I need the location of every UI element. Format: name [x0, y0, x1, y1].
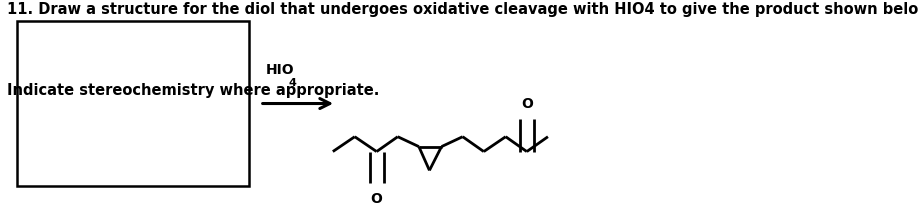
- Text: O: O: [371, 192, 383, 205]
- Text: 4: 4: [288, 78, 297, 88]
- Text: 11. Draw a structure for the diol that undergoes oxidative cleavage with HIO4 to: 11. Draw a structure for the diol that u…: [7, 2, 918, 17]
- Text: Indicate stereochemistry where appropriate.: Indicate stereochemistry where appropria…: [7, 83, 379, 98]
- Bar: [17, 21, 250, 186]
- Text: HIO: HIO: [265, 63, 294, 77]
- Text: O: O: [521, 97, 532, 111]
